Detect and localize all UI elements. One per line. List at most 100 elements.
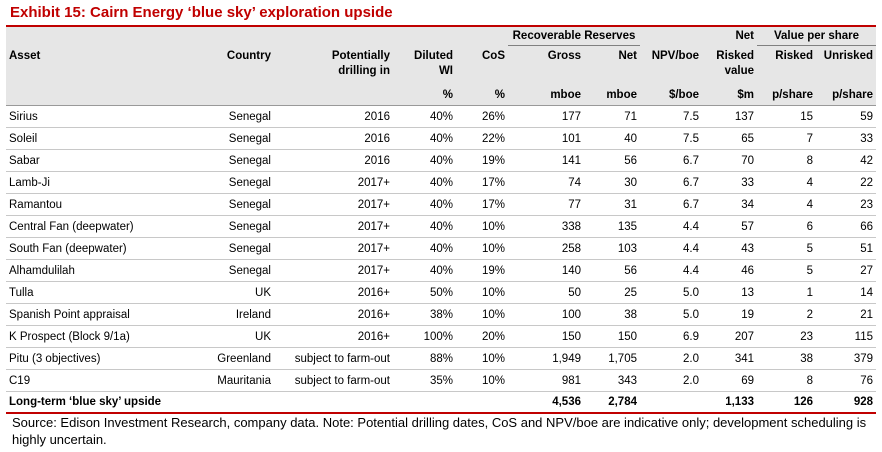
cell-gross: 101: [508, 127, 584, 150]
cell-risked: 6: [757, 215, 816, 238]
group-header-row: Recoverable Reserves Net Value per share: [6, 27, 876, 46]
cell-country: Senegal: [186, 193, 274, 216]
column-header-row: Asset Country Potentially drilling in Dil…: [6, 45, 876, 85]
cell-risked-value: 137: [702, 105, 757, 128]
upside-table: Recoverable Reserves Net Value per share…: [6, 27, 876, 413]
col-cos: CoS: [456, 45, 508, 85]
col-net: Net: [584, 45, 640, 85]
cell-net: 103: [584, 237, 640, 260]
table-row: Central Fan (deepwater) Senegal 2017+ 40% 10…: [6, 215, 876, 238]
cell-net: 71: [584, 105, 640, 128]
cell-drilling: 2016: [274, 127, 393, 150]
unit-npv: $/boe: [640, 85, 702, 106]
col-drilling: Potentially drilling in: [274, 45, 393, 85]
cell-cos: 17%: [456, 193, 508, 216]
table-row: Soleil Senegal 2016 40% 22% 101 40 7.5 65 7 33: [6, 127, 876, 150]
col-asset: Asset: [6, 45, 186, 85]
units-row: % % mboe mboe $/boe $m p/share p/share: [6, 85, 876, 106]
cell-risked-value: 69: [702, 369, 757, 392]
cell-risked: 7: [757, 127, 816, 150]
cell-unrisked: 66: [816, 215, 876, 238]
cell-risked: 4: [757, 171, 816, 194]
cell-npv: 7.5: [640, 105, 702, 128]
col-country: Country: [186, 45, 274, 85]
cell-npv: 2.0: [640, 347, 702, 370]
cell-npv: 6.7: [640, 149, 702, 172]
cell-unrisked: 115: [816, 325, 876, 348]
unit-unrisked: p/share: [816, 85, 876, 106]
cell-asset: Lamb-Ji: [6, 171, 186, 194]
cell-net: 38: [584, 303, 640, 326]
cell-npv: 5.0: [640, 303, 702, 326]
cell-country: Senegal: [186, 171, 274, 194]
group-header-recoverable-reserves: Recoverable Reserves: [508, 27, 640, 46]
cell-cos: 22%: [456, 127, 508, 150]
cell-unrisked: 42: [816, 149, 876, 172]
cell-wi: 40%: [393, 127, 456, 150]
group-header-value-per-share: Value per share: [757, 27, 876, 46]
cell-unrisked: 379: [816, 347, 876, 370]
table-row: Lamb-Ji Senegal 2017+ 40% 17% 74 30 6.7 33 4 22: [6, 171, 876, 194]
table-body: Sirius Senegal 2016 40% 26% 177 71 7.5 137 15 59 So…: [6, 105, 876, 392]
cell-drilling: subject to farm-out: [274, 369, 393, 392]
cell-asset: Central Fan (deepwater): [6, 215, 186, 238]
cell-cos: 10%: [456, 347, 508, 370]
cell-net: 1,705: [584, 347, 640, 370]
cell-risked: 2: [757, 303, 816, 326]
col-risked: Risked: [757, 45, 816, 85]
total-risked: 126: [757, 391, 816, 413]
cell-wi: 100%: [393, 325, 456, 348]
cell-drilling: 2016: [274, 105, 393, 128]
cell-cos: 19%: [456, 149, 508, 172]
cell-country: Mauritania: [186, 369, 274, 392]
cell-npv: 6.7: [640, 171, 702, 194]
group-header-net: Net: [702, 27, 757, 46]
cell-wi: 40%: [393, 171, 456, 194]
cell-cos: 19%: [456, 259, 508, 282]
cell-risked-value: 65: [702, 127, 757, 150]
cell-asset: Tulla: [6, 281, 186, 304]
cell-country: UK: [186, 281, 274, 304]
cell-drilling: 2017+: [274, 215, 393, 238]
cell-drilling: subject to farm-out: [274, 347, 393, 370]
cell-unrisked: 27: [816, 259, 876, 282]
cell-cos: 10%: [456, 215, 508, 238]
cell-gross: 150: [508, 325, 584, 348]
cell-country: UK: [186, 325, 274, 348]
cell-drilling: 2016+: [274, 281, 393, 304]
exhibit-title: Exhibit 15: Cairn Energy ‘blue sky’ expl…: [6, 0, 876, 27]
cell-risked: 8: [757, 149, 816, 172]
cell-wi: 40%: [393, 149, 456, 172]
cell-risked-value: 70: [702, 149, 757, 172]
cell-net: 343: [584, 369, 640, 392]
col-diluted-wi: Diluted WI: [393, 45, 456, 85]
cell-asset: Spanish Point appraisal: [6, 303, 186, 326]
cell-cos: 10%: [456, 237, 508, 260]
total-gross: 4,536: [508, 391, 584, 413]
cell-npv: 6.9: [640, 325, 702, 348]
cell-asset: Ramantou: [6, 193, 186, 216]
cell-npv: 4.4: [640, 259, 702, 282]
cell-risked: 5: [757, 237, 816, 260]
cell-wi: 40%: [393, 215, 456, 238]
table-row: South Fan (deepwater) Senegal 2017+ 40% 10% 2…: [6, 237, 876, 260]
cell-wi: 50%: [393, 281, 456, 304]
cell-wi: 40%: [393, 105, 456, 128]
cell-drilling: 2016+: [274, 303, 393, 326]
cell-gross: 338: [508, 215, 584, 238]
cell-asset: Alhamdulilah: [6, 259, 186, 282]
cell-gross: 74: [508, 171, 584, 194]
cell-gross: 50: [508, 281, 584, 304]
cell-risked-value: 13: [702, 281, 757, 304]
cell-risked-value: 43: [702, 237, 757, 260]
cell-risked: 8: [757, 369, 816, 392]
cell-net: 150: [584, 325, 640, 348]
unit-gross: mboe: [508, 85, 584, 106]
cell-net: 30: [584, 171, 640, 194]
col-unrisked: Unrisked: [816, 45, 876, 85]
unit-cos: %: [456, 85, 508, 106]
total-net: 2,784: [584, 391, 640, 413]
cell-gross: 177: [508, 105, 584, 128]
cell-drilling: 2017+: [274, 171, 393, 194]
cell-gross: 140: [508, 259, 584, 282]
